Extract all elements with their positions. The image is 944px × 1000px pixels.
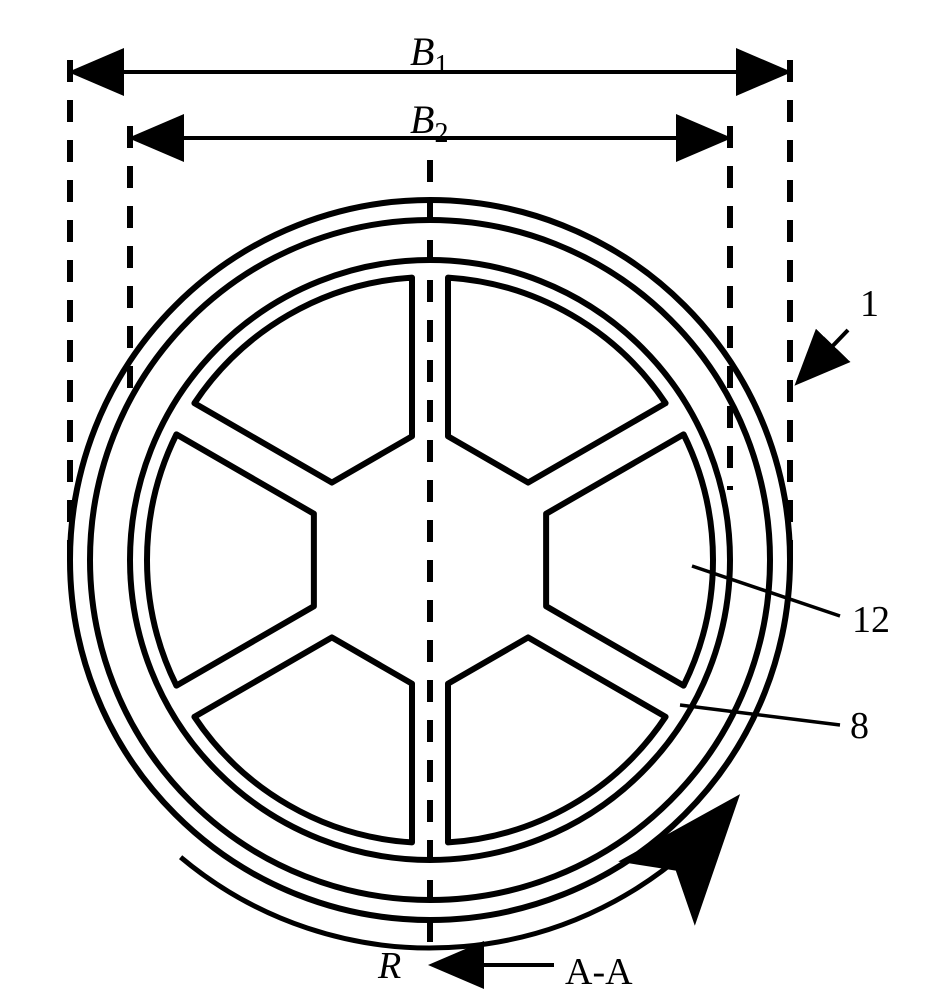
diagram [0, 0, 944, 1000]
label-b2-sub: 2 [434, 118, 448, 149]
label-1: 1 [860, 282, 879, 326]
label-b2: B2 [410, 96, 448, 150]
label-b1-sub: 1 [434, 50, 448, 81]
label-b1-letter: B [410, 29, 434, 74]
label-r: R [378, 944, 401, 988]
label-aa: A-A [565, 950, 633, 994]
label-b1: B1 [410, 28, 448, 82]
label-b2-letter: B [410, 97, 434, 142]
label-12: 12 [852, 598, 890, 642]
label-8: 8 [850, 704, 869, 748]
